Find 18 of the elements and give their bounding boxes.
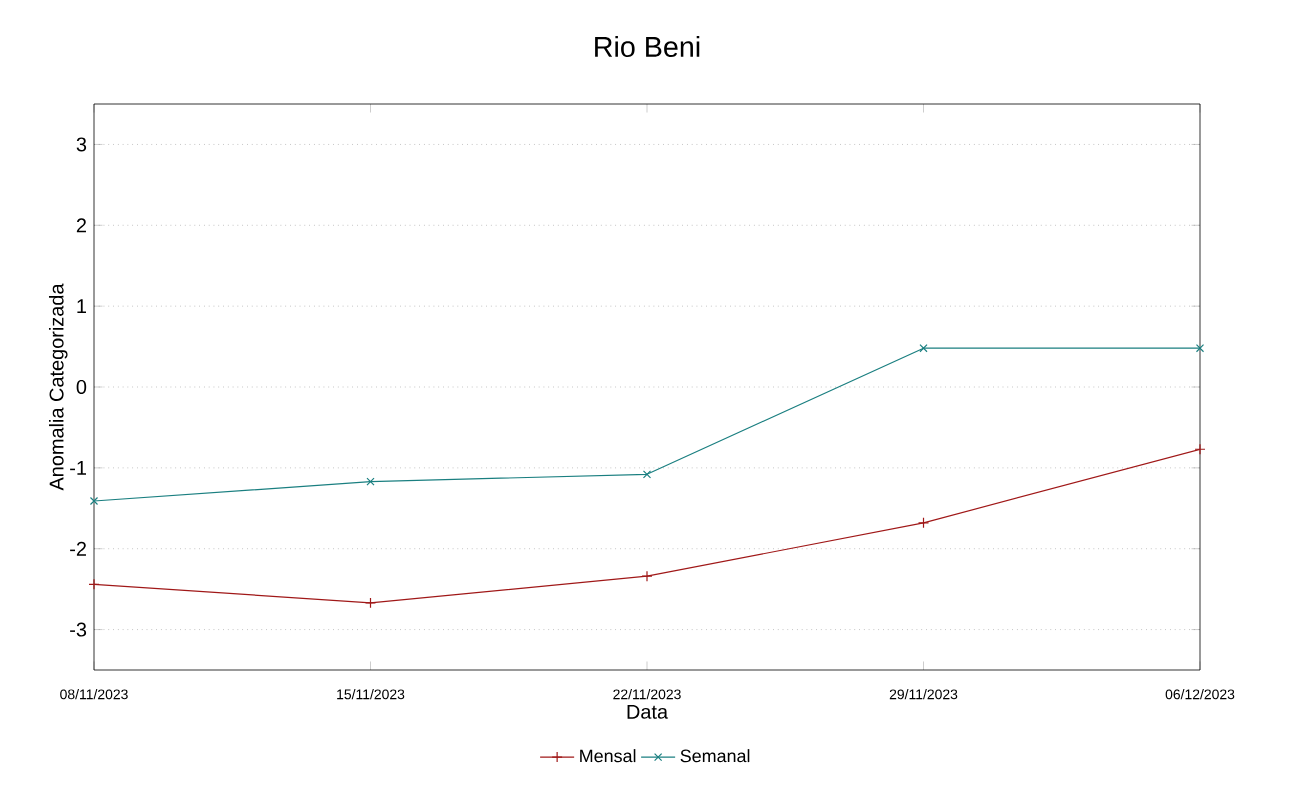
y-tick-label: 1	[77, 299, 86, 313]
y-tick-label: 0	[76, 379, 87, 395]
point	[366, 477, 375, 486]
y-tick-label: 2	[76, 218, 86, 233]
y-tick-label: -3	[70, 622, 87, 637]
y-axis-title: Anomalia Categorizada	[48, 283, 68, 491]
y-tick-label: -2	[70, 541, 86, 556]
x-axis-title: Data	[627, 704, 669, 719]
point	[917, 517, 930, 529]
point	[919, 344, 928, 353]
point	[364, 597, 377, 609]
y-tick-label: 3	[76, 137, 87, 152]
point	[641, 570, 653, 582]
point	[642, 470, 652, 479]
legend-label: Mensal	[580, 749, 636, 763]
chart-title: Rio Beni	[595, 35, 700, 58]
legend-label: Semanal	[680, 749, 750, 763]
y-tick-label: -1	[70, 461, 86, 475]
